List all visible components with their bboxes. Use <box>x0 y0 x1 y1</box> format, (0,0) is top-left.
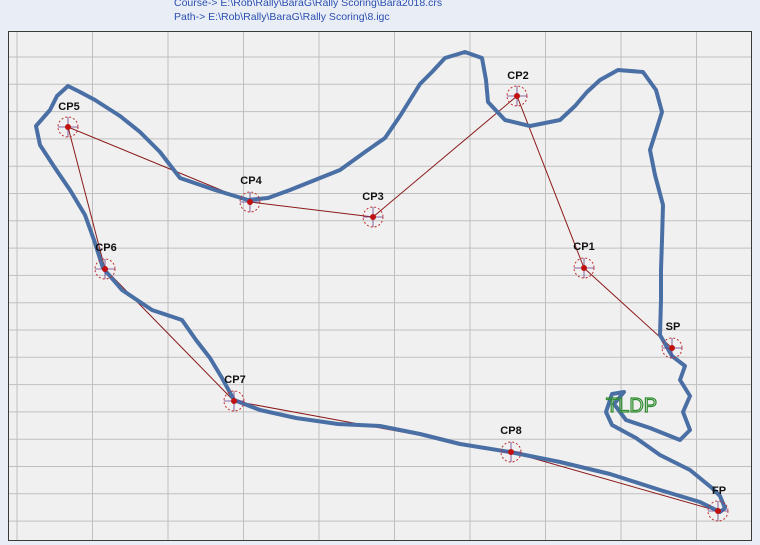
checkpoint-fp[interactable]: FP <box>707 485 729 522</box>
checkpoint-label: CP5 <box>58 101 79 113</box>
checkpoint-label: CP1 <box>573 241 594 253</box>
gps-track <box>34 50 727 514</box>
map-grid <box>9 32 751 540</box>
checkpoint-label: CP7 <box>224 374 245 386</box>
checkpoint-center-dot <box>370 214 376 220</box>
checkpoint-center-dot <box>102 266 108 272</box>
course-leg-sp-cp1 <box>583 267 673 349</box>
checkpoint-cp6[interactable]: CP6 <box>94 242 117 280</box>
tldp-logo: TLDP <box>606 395 657 417</box>
checkpoint-center-dot <box>508 449 514 455</box>
checkpoint-label: CP6 <box>95 242 116 254</box>
checkpoint-center-dot <box>247 199 253 205</box>
course-leg-cp5-cp6 <box>67 126 106 270</box>
checkpoint-label: FP <box>712 485 726 497</box>
checkpoint-markers: SP CP1 CP2 CP3 CP4 CP5 CP6 CP7 CP8 FP <box>57 70 729 522</box>
checkpoint-center-dot <box>231 398 237 404</box>
checkpoint-center-dot <box>715 508 721 514</box>
checkpoint-label: CP8 <box>500 425 521 437</box>
checkpoint-label: CP2 <box>507 70 528 82</box>
track-path-text: Path-> E:\Rob\Rally\BaraG\Rally Scoring\… <box>174 11 390 23</box>
checkpoint-cp5[interactable]: CP5 <box>57 101 80 138</box>
checkpoint-center-dot <box>669 345 675 351</box>
checkpoint-label: CP3 <box>362 191 383 203</box>
checkpoint-label: SP <box>666 321 681 333</box>
checkpoint-center-dot <box>65 124 71 130</box>
course-path-text: Course-> E:\Rob\Rally\BaraG\Rally Scorin… <box>174 0 443 9</box>
checkpoint-cp3[interactable]: CP3 <box>362 191 384 228</box>
map-frame[interactable] <box>8 31 752 541</box>
header-bar: Course-> E:\Rob\Rally\BaraG\Rally Scorin… <box>0 0 760 30</box>
course-leg-cp8-fp <box>510 451 719 512</box>
checkpoint-cp1[interactable]: CP1 <box>573 241 595 279</box>
checkpoint-cp4[interactable]: CP4 <box>239 175 263 213</box>
checkpoint-sp[interactable]: SP <box>661 321 683 359</box>
course-leg-cp3-cp4 <box>249 201 374 218</box>
course-leg-cp2-cp3 <box>372 95 518 218</box>
checkpoint-cp8[interactable]: CP8 <box>500 425 522 463</box>
course-leg-cp6-cp7 <box>104 268 235 402</box>
checkpoint-cp2[interactable]: CP2 <box>506 70 529 107</box>
checkpoint-center-dot <box>581 265 587 271</box>
checkpoint-cp7[interactable]: CP7 <box>223 374 246 412</box>
checkpoint-label: CP4 <box>240 175 262 187</box>
checkpoint-center-dot <box>514 93 520 99</box>
